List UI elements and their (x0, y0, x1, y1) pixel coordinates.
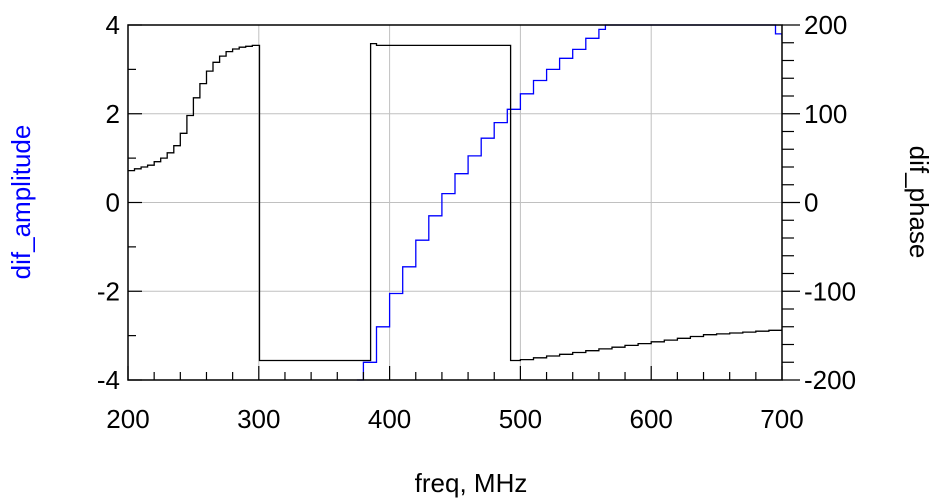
ticks-layer (127, 24, 800, 381)
x-tick-label: 500 (499, 404, 542, 434)
y-right-tick-label: 200 (804, 10, 847, 40)
x-tick-label: 300 (237, 404, 280, 434)
x-tick-label: 600 (630, 404, 673, 434)
y-left-tick-label: 2 (106, 99, 120, 129)
y-right-tick-label: -100 (804, 276, 856, 306)
y-left-tick-label: -4 (97, 365, 120, 395)
series-line-amplitude (356, 24, 782, 381)
x-tick-label: 400 (368, 404, 411, 434)
x-axis-title: freq, MHz (415, 468, 528, 498)
y-left-tick-label: -2 (97, 276, 120, 306)
grid-layer (128, 25, 782, 380)
x-tick-label: 200 (106, 404, 149, 434)
y-axis-title-left: dif_amplitude (6, 125, 36, 280)
y-right-tick-label: 100 (804, 99, 847, 129)
y-axis-title-right: dif_phase (904, 146, 934, 259)
y-right-tick-label: 0 (804, 188, 818, 218)
y-left-tick-label: 4 (106, 10, 120, 40)
series-line-phase (128, 42, 782, 362)
labels-layer: 200 300 400 500 600 700 -4 -2 0 2 4 -200 -100 0 100 200 (97, 10, 856, 434)
y-left-tick-label: 0 (106, 188, 120, 218)
y-right-tick-label: -200 (804, 365, 856, 395)
series-layer (128, 24, 782, 381)
x-tick-label: 700 (760, 404, 803, 434)
